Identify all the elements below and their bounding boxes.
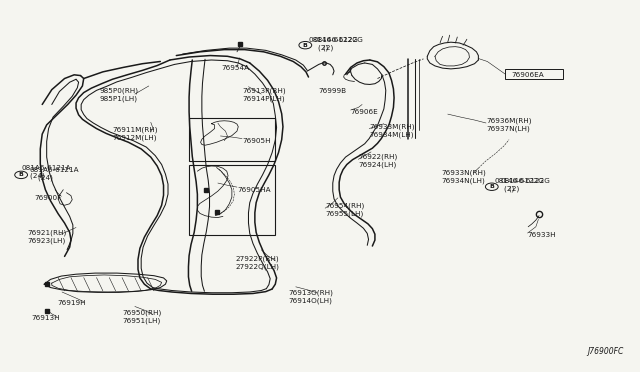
Text: 76913H: 76913H [31,315,60,321]
Text: 76919H: 76919H [57,300,86,306]
Text: 76906EA: 76906EA [511,72,545,78]
Bar [505,69,563,79]
Text: 76954A: 76954A [221,65,249,71]
Text: 27922P(RH)
27922Q(LH): 27922P(RH) 27922Q(LH) [235,256,279,270]
Text: 76921(RH)
76923(LH): 76921(RH) 76923(LH) [28,230,67,244]
Text: 08146-6122G
    (2): 08146-6122G (2) [500,178,550,192]
Text: 08146-6122G
    (2): 08146-6122G (2) [314,37,364,51]
Text: 08146-6122G
    (2): 08146-6122G (2) [495,178,545,192]
Text: 76999B: 76999B [319,89,347,94]
Bar [189,165,275,235]
Bar [189,118,275,161]
Text: 76922(RH)
76924(LH): 76922(RH) 76924(LH) [358,154,397,169]
Text: 76933M(RH)
76934M(LH): 76933M(RH) 76934M(LH) [369,124,415,138]
Text: 76933H: 76933H [527,232,556,238]
Text: B: B [490,184,494,189]
Text: 76936M(RH)
76937N(LH): 76936M(RH) 76937N(LH) [486,118,532,132]
Text: 081A6-6121A
    (24): 081A6-6121A (24) [21,165,71,179]
Text: 76905HA: 76905HA [237,187,271,193]
Text: 76950(RH)
76951(LH): 76950(RH) 76951(LH) [122,309,161,324]
Text: B: B [303,43,308,48]
Text: J76900FC: J76900FC [587,347,623,356]
Text: B: B [19,172,24,177]
Text: 76913O(RH)
76914O(LH): 76913O(RH) 76914O(LH) [288,289,333,304]
Text: 08146-6122G
    (2): 08146-6122G (2) [308,37,358,51]
Text: 081A6-6121A
    (24): 081A6-6121A (24) [29,167,79,181]
Text: 76905H: 76905H [242,138,271,144]
Text: 76954(RH)
76955(LH): 76954(RH) 76955(LH) [325,203,364,217]
Text: 76900F: 76900F [34,195,61,201]
Text: 76933N(RH)
76934N(LH): 76933N(RH) 76934N(LH) [442,170,486,184]
Text: 76911M(RH)
76912M(LH): 76911M(RH) 76912M(LH) [113,127,158,141]
Text: 985P0(RH)
985P1(LH): 985P0(RH) 985P1(LH) [100,88,139,102]
Text: 76906E: 76906E [351,109,378,115]
Text: 76913P(RH)
76914P(LH): 76913P(RH) 76914P(LH) [242,88,285,102]
